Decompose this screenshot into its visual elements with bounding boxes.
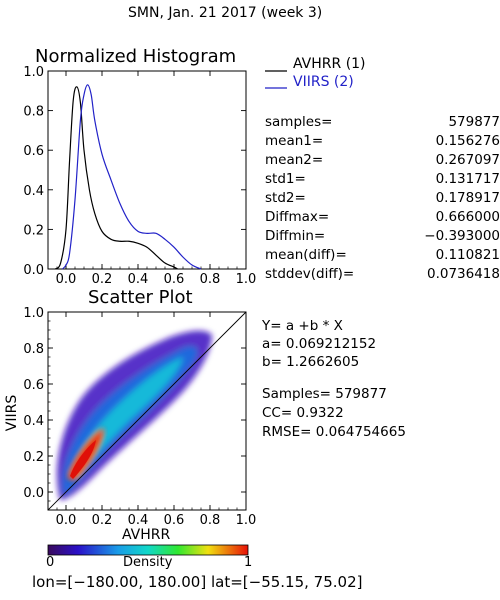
scatter-x-axis-label: AVHRR	[122, 527, 171, 543]
stat-label: std2=	[265, 190, 306, 206]
stat-label: std1=	[265, 171, 306, 187]
stat-label: Diffmin=	[265, 228, 326, 244]
regression-cc: CC= 0.9322	[262, 405, 344, 421]
x-tick-label: 0.0	[56, 513, 77, 528]
y-tick-label: 0.8	[23, 105, 44, 120]
stat-row: samples= 579877	[265, 114, 500, 130]
stat-value: 0.178917	[435, 190, 500, 206]
x-tick-label: 0.2	[92, 272, 113, 287]
stat-row: mean(diff)= 0.110821	[265, 247, 500, 263]
x-tick-label: 0.2	[92, 513, 113, 528]
y-tick-label: 1.0	[23, 65, 44, 80]
stat-row: stddev(diff)= 0.0736418	[265, 266, 500, 282]
stat-row: Diffmax= 0.666000	[265, 209, 500, 225]
x-tick-label: 0.4	[128, 272, 149, 287]
legend-label-viirs: VIIRS (2)	[293, 74, 354, 90]
y-tick-label: 0.8	[23, 342, 44, 357]
stat-row: std2= 0.178917	[265, 190, 500, 206]
histogram-ticks: 0.0 0.2 0.4 0.6 0.8 1.0 0.0 0.2 0.4 0.6 0.8 1.0	[23, 65, 256, 287]
stat-row: mean2= 0.267097	[265, 152, 500, 168]
legend-label-avhrr: AVHRR (1)	[293, 56, 366, 72]
viirs-series-line	[61, 84, 202, 270]
x-tick-label: 0.6	[164, 513, 185, 528]
stat-value: 0.666000	[435, 209, 500, 225]
y-tick-label: 0.2	[23, 450, 44, 465]
stat-value: 579877	[448, 114, 500, 130]
colorbar-max-label: 1	[244, 555, 253, 570]
histogram-lines	[54, 84, 202, 270]
y-tick-label: 0.0	[23, 486, 44, 501]
stat-label: Diffmax=	[265, 209, 330, 225]
stat-value: 0.0736418	[426, 266, 500, 282]
stat-label: mean2=	[265, 152, 324, 168]
stat-value: −0.393000	[424, 228, 500, 244]
regression-b: b= 1.2662605	[262, 354, 360, 370]
scatter-density-cloud	[56, 330, 212, 500]
one-to-one-line	[47, 311, 247, 511]
stat-label: mean1=	[265, 133, 324, 149]
stat-label: stddev(diff)=	[265, 266, 355, 282]
regression-samples: Samples= 579877	[262, 386, 387, 402]
avhrr-series-line	[54, 86, 178, 270]
y-tick-label: 0.4	[23, 184, 44, 199]
stat-row: Diffmin= −0.393000	[265, 228, 500, 244]
scatter-title: Scatter Plot	[88, 287, 193, 308]
x-tick-label: 1.0	[236, 513, 257, 528]
histogram-title: Normalized Histogram	[35, 46, 237, 67]
stat-value: 0.110821	[435, 247, 500, 263]
stat-row: std1= 0.131717	[265, 171, 500, 187]
x-tick-label: 0.6	[164, 272, 185, 287]
colorbar-label: Density	[123, 555, 173, 570]
y-tick-label: 0.0	[23, 263, 44, 278]
regression-a: a= 0.069212152	[262, 336, 377, 352]
stat-value: 0.131717	[435, 171, 500, 187]
density-colorbar	[47, 544, 249, 556]
scatter-y-axis-label: VIIRS	[4, 394, 21, 432]
x-tick-label: 1.0	[236, 272, 257, 287]
y-tick-label: 0.6	[23, 378, 44, 393]
colorbar-min-label: 0	[46, 555, 55, 570]
figure-title: SMN, Jan. 21 2017 (week 3)	[128, 5, 323, 21]
stat-value: 0.267097	[435, 152, 500, 168]
stat-row: mean1= 0.156276	[265, 133, 500, 149]
x-tick-label: 0.8	[200, 272, 221, 287]
histogram-frame	[47, 70, 247, 270]
y-tick-label: 0.6	[23, 144, 44, 159]
stat-value: 0.156276	[435, 133, 500, 149]
stat-label: mean(diff)=	[265, 247, 347, 263]
regression-equation: Y= a +b * X	[262, 318, 343, 334]
x-tick-label: 0.4	[128, 513, 149, 528]
x-tick-label: 0.0	[56, 272, 77, 287]
y-tick-label: 0.2	[23, 223, 44, 238]
x-tick-label: 0.8	[200, 513, 221, 528]
footer-coordinates: lon=[−180.00, 180.00] lat=[−55.15, 75.02…	[32, 573, 363, 591]
scatter-ticks: 0.0 0.2 0.4 0.6 0.8 1.0 0.0 0.2 0.4 0.6 0.8 1.0	[23, 306, 256, 528]
stat-label: samples=	[265, 114, 333, 130]
regression-rmse: RMSE= 0.064754665	[262, 424, 406, 440]
y-tick-label: 1.0	[23, 306, 44, 321]
y-tick-label: 0.4	[23, 414, 44, 429]
